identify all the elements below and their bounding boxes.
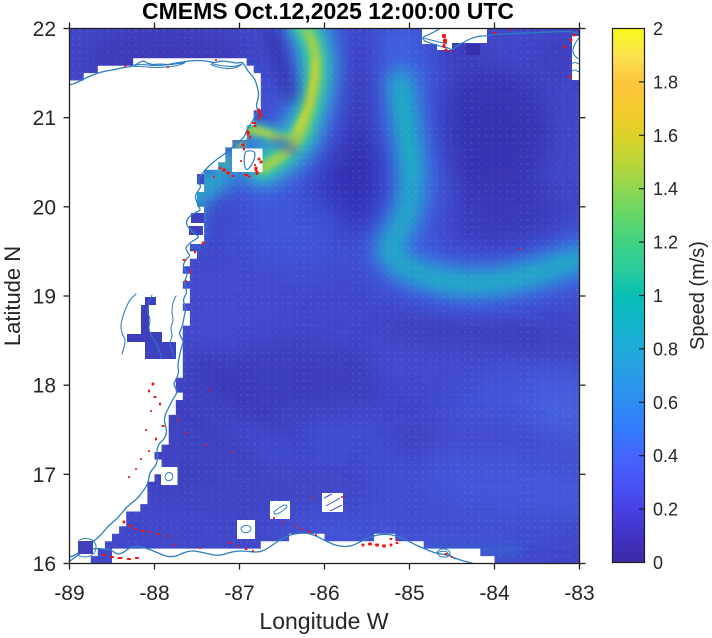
svg-text:1: 1 <box>653 286 663 306</box>
svg-text:1.4: 1.4 <box>653 179 678 199</box>
svg-text:1.6: 1.6 <box>653 126 678 146</box>
svg-text:16: 16 <box>33 553 56 576</box>
svg-text:0.4: 0.4 <box>653 446 678 466</box>
svg-text:CMEMS Oct.12,2025 12:00:00 UTC: CMEMS Oct.12,2025 12:00:00 UTC <box>142 0 514 24</box>
svg-text:-86: -86 <box>309 582 339 605</box>
svg-text:21: 21 <box>33 107 56 130</box>
svg-text:1.2: 1.2 <box>653 233 678 253</box>
svg-text:-84: -84 <box>479 582 510 605</box>
svg-text:0.2: 0.2 <box>653 500 678 520</box>
svg-text:20: 20 <box>33 196 56 219</box>
svg-text:18: 18 <box>33 375 56 398</box>
svg-text:Speed (m/s): Speed (m/s) <box>687 241 709 350</box>
svg-text:2: 2 <box>653 19 663 39</box>
svg-text:0.8: 0.8 <box>653 339 678 359</box>
svg-text:-83: -83 <box>564 582 594 605</box>
svg-text:-85: -85 <box>394 582 424 605</box>
svg-text:-89: -89 <box>54 582 84 605</box>
svg-text:19: 19 <box>33 286 56 309</box>
svg-text:22: 22 <box>33 18 56 41</box>
svg-text:Latitude N: Latitude N <box>0 246 25 346</box>
svg-text:1.8: 1.8 <box>653 72 678 92</box>
svg-text:Longitude W: Longitude W <box>259 608 388 634</box>
svg-text:0: 0 <box>653 553 663 573</box>
svg-text:17: 17 <box>33 464 56 487</box>
svg-text:-87: -87 <box>224 582 254 605</box>
svg-text:0.6: 0.6 <box>653 393 678 413</box>
svg-text:-88: -88 <box>139 582 169 605</box>
